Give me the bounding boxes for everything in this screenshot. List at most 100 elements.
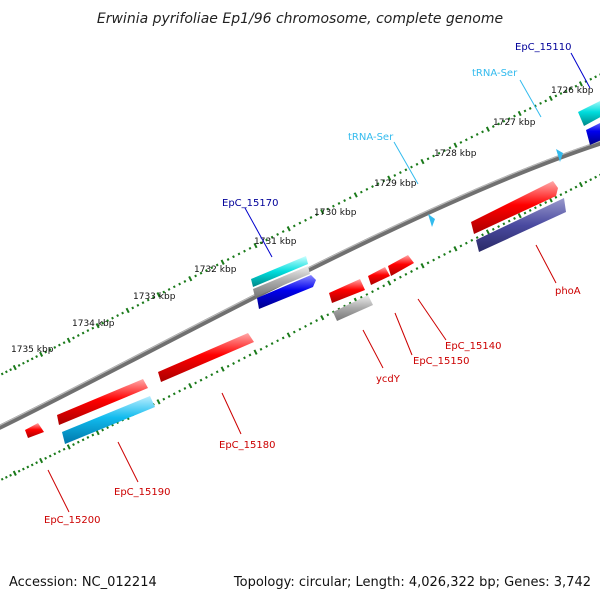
feature-label-epc-15170[interactable]: EpC_15170 bbox=[222, 198, 278, 209]
gene-epc-15170-gray[interactable] bbox=[253, 266, 310, 297]
minor-tick bbox=[393, 173, 397, 177]
minor-tick bbox=[86, 329, 90, 333]
minor-tick bbox=[491, 227, 495, 231]
feature-label-epc-15150[interactable]: EpC_15150 bbox=[413, 356, 469, 367]
minor-tick bbox=[72, 336, 75, 340]
feature-label-epc-15180[interactable]: EpC_15180 bbox=[219, 440, 275, 451]
scale-label: 1728 kbp bbox=[434, 149, 477, 159]
minor-tick bbox=[574, 84, 578, 88]
minor-tick bbox=[48, 348, 52, 352]
gene-epc-15190[interactable] bbox=[57, 379, 148, 425]
minor-tick bbox=[432, 258, 435, 262]
minor-tick bbox=[523, 211, 527, 215]
minor-tick bbox=[343, 199, 346, 203]
minor-tick bbox=[507, 117, 511, 121]
gene-epc-15190-cyan[interactable] bbox=[62, 396, 155, 444]
gene-epc-15200[interactable] bbox=[25, 423, 44, 438]
minor-tick bbox=[116, 314, 119, 318]
minor-tick bbox=[194, 274, 197, 278]
forward-strand-features bbox=[251, 98, 600, 309]
minor-tick bbox=[58, 343, 61, 347]
feature-label-phoa[interactable]: phoA bbox=[555, 286, 581, 297]
minor-tick bbox=[106, 319, 109, 323]
minor-tick bbox=[475, 132, 479, 136]
minor-tick bbox=[0, 372, 4, 376]
feature-label-trna-ser[interactable]: tRNA-Ser bbox=[472, 68, 518, 79]
gene-epc-15140[interactable] bbox=[388, 255, 414, 276]
gene-epc-15170[interactable] bbox=[257, 275, 316, 309]
minor-tick bbox=[270, 342, 274, 346]
minor-tick bbox=[415, 162, 419, 166]
major-tick bbox=[387, 175, 392, 181]
scale-label: 1726 kbp bbox=[551, 86, 594, 96]
minor-tick bbox=[481, 130, 484, 134]
gene-epc-15180[interactable] bbox=[158, 333, 254, 382]
minor-tick bbox=[205, 269, 208, 272]
minor-tick bbox=[539, 101, 542, 105]
minor-tick bbox=[464, 241, 468, 245]
minor-tick bbox=[237, 359, 241, 363]
gene-epc-15170-teal[interactable] bbox=[251, 256, 308, 287]
minor-tick bbox=[534, 206, 537, 210]
gene-ycdy-gray[interactable] bbox=[333, 295, 373, 321]
minor-tick bbox=[437, 151, 441, 155]
minor-tick bbox=[9, 473, 12, 477]
minor-tick bbox=[298, 327, 302, 331]
major-tick bbox=[578, 81, 583, 87]
feature-label-ycdy[interactable]: ycdY bbox=[376, 374, 401, 385]
gene-ycdy[interactable] bbox=[329, 279, 365, 303]
major-tick bbox=[517, 110, 522, 117]
minor-tick bbox=[76, 440, 80, 444]
minor-tick bbox=[584, 180, 588, 184]
gene-epc-15110-body[interactable] bbox=[586, 120, 600, 145]
feature-label-trna-ser[interactable]: tRNA-Ser bbox=[348, 132, 394, 143]
feature-label-epc-15190[interactable]: EpC_15190 bbox=[114, 487, 170, 498]
minor-tick bbox=[53, 345, 57, 349]
minor-tick bbox=[410, 270, 413, 273]
minor-tick bbox=[589, 178, 593, 182]
minor-tick bbox=[259, 241, 263, 245]
minor-tick bbox=[464, 138, 468, 142]
minor-tick bbox=[17, 363, 21, 367]
gene-phoa[interactable] bbox=[471, 181, 558, 234]
minor-tick bbox=[365, 293, 369, 296]
feature-label-epc-15140[interactable]: EpC_15140 bbox=[445, 341, 501, 352]
trna-ser-marker[interactable] bbox=[556, 149, 563, 162]
minor-tick bbox=[415, 267, 419, 271]
major-tick bbox=[517, 213, 522, 219]
minor-tick bbox=[426, 261, 430, 265]
minor-tick bbox=[554, 195, 558, 199]
trna-ser-marker[interactable] bbox=[428, 214, 435, 227]
minor-tick bbox=[292, 330, 296, 334]
minor-tick bbox=[81, 438, 85, 442]
minor-tick bbox=[58, 450, 61, 453]
gene-phoa-protein[interactable] bbox=[476, 198, 566, 252]
gene-epc-15150[interactable] bbox=[368, 267, 390, 285]
scale-label: 1733 kbp bbox=[133, 292, 176, 302]
minor-tick bbox=[91, 433, 95, 437]
major-tick bbox=[188, 382, 193, 389]
reverse-strand-features bbox=[25, 181, 566, 444]
scale-labels: 1726 kbp 1727 kbp 1728 kbp 1729 kbp 1730… bbox=[11, 86, 594, 355]
major-tick bbox=[485, 126, 490, 132]
minor-tick bbox=[141, 301, 145, 305]
minor-tick bbox=[281, 336, 285, 340]
minor-tick bbox=[62, 447, 66, 451]
minor-tick bbox=[376, 182, 380, 186]
major-tick bbox=[320, 209, 325, 215]
feature-label-epc-15200[interactable]: EpC_15200 bbox=[44, 515, 100, 526]
minor-tick bbox=[523, 109, 527, 113]
minor-tick bbox=[332, 204, 335, 208]
gene-epc-15110[interactable] bbox=[578, 98, 600, 126]
major-tick bbox=[12, 470, 17, 476]
minor-tick bbox=[491, 125, 495, 128]
feature-label-epc-15110[interactable]: EpC_15110 bbox=[515, 42, 571, 53]
major-tick bbox=[420, 158, 425, 165]
minor-tick bbox=[539, 203, 542, 207]
minor-tick bbox=[513, 216, 516, 220]
minor-tick bbox=[9, 368, 12, 372]
minor-tick bbox=[215, 263, 219, 267]
minor-tick bbox=[243, 356, 246, 360]
minor-tick bbox=[172, 285, 176, 289]
minor-tick bbox=[502, 119, 506, 123]
